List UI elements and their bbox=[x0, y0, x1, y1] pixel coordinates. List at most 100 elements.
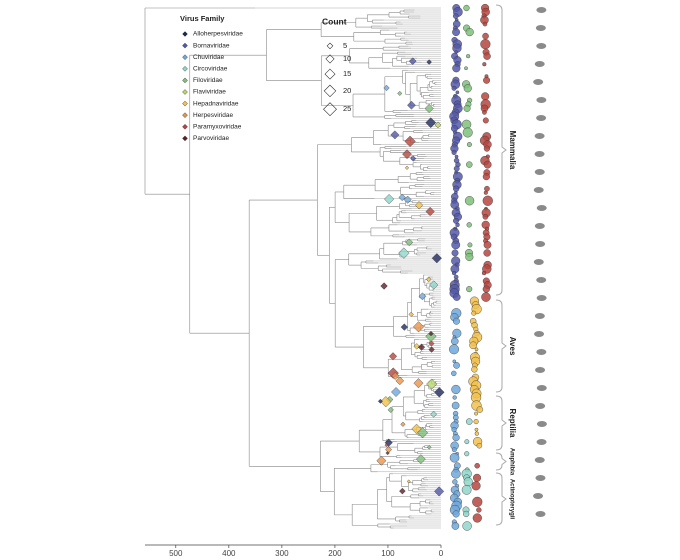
legend-label: Filoviridae bbox=[193, 77, 223, 84]
node-diamond bbox=[425, 276, 432, 283]
legend-label: Herpesviridae bbox=[193, 112, 233, 119]
node-diamond bbox=[376, 455, 387, 466]
host-virus-bubble bbox=[483, 145, 491, 152]
host-silhouette bbox=[534, 313, 545, 319]
node-diamond bbox=[431, 253, 442, 264]
host-virus-bubble bbox=[474, 431, 479, 436]
host-virus-bubble bbox=[471, 310, 477, 316]
host-virus-bubble bbox=[451, 85, 457, 91]
host-virus-bubble bbox=[464, 439, 470, 445]
host-virus-bubble bbox=[452, 434, 460, 442]
host-virus-bubble bbox=[471, 366, 478, 373]
host-silhouette bbox=[535, 475, 546, 481]
size-legend-diamond bbox=[324, 68, 336, 80]
host-virus-bubble bbox=[463, 84, 472, 93]
node-diamond bbox=[390, 130, 400, 140]
node-diamond bbox=[426, 444, 432, 450]
node-diamond bbox=[408, 311, 414, 318]
node-diamond bbox=[385, 446, 392, 454]
host-virus-bubble bbox=[482, 62, 487, 67]
node-diamond bbox=[384, 194, 395, 205]
host-virus-bubble bbox=[452, 510, 460, 518]
host-virus-bubble bbox=[462, 127, 473, 138]
host-silhouette bbox=[536, 385, 547, 391]
host-silhouette bbox=[535, 25, 546, 31]
host-virus-bubble bbox=[483, 241, 492, 249]
host-silhouette bbox=[535, 511, 546, 517]
host-virus-bubble bbox=[466, 54, 471, 59]
node-diamond bbox=[434, 486, 445, 497]
host-virus-bubble bbox=[482, 21, 488, 27]
host-virus-bubble bbox=[474, 347, 479, 352]
host-virus-bubble bbox=[474, 463, 480, 469]
clade-label: Amphibia bbox=[508, 448, 514, 476]
legend-swatch bbox=[182, 112, 188, 118]
size-legend-diamond bbox=[326, 42, 334, 50]
host-virus-bubble bbox=[474, 427, 479, 432]
host-virus-bubble bbox=[476, 406, 484, 413]
host-virus-bubble bbox=[464, 451, 470, 457]
host-virus-bubble bbox=[465, 28, 474, 37]
node-diamond bbox=[434, 121, 442, 129]
host-silhouette bbox=[535, 403, 546, 409]
x-tick-label: 0 bbox=[439, 549, 444, 558]
node-diamond bbox=[380, 396, 392, 408]
host-virus-bubble bbox=[453, 317, 460, 325]
legend-swatch bbox=[182, 31, 188, 37]
x-tick-label: 500 bbox=[169, 549, 183, 558]
host-virus-bubble bbox=[484, 185, 490, 192]
host-silhouette bbox=[536, 277, 547, 283]
host-virus-bubble bbox=[482, 110, 487, 115]
node-diamond bbox=[410, 155, 417, 162]
node-diamond bbox=[426, 59, 432, 65]
node-diamond bbox=[418, 292, 427, 301]
host-virus-bubble bbox=[483, 52, 491, 60]
host-virus-bubble bbox=[482, 173, 490, 181]
host-virus-bubble bbox=[451, 401, 460, 410]
host-virus-bubble bbox=[471, 481, 481, 491]
bubble-columns bbox=[376, 3, 493, 531]
legend-label: Chuviridae bbox=[193, 54, 224, 61]
host-silhouette bbox=[534, 151, 545, 157]
host-virus-bubble bbox=[451, 249, 459, 257]
node-diamond bbox=[380, 282, 388, 290]
host-virus-bubble bbox=[476, 507, 482, 513]
node-diamond bbox=[404, 135, 416, 148]
host-silhouette bbox=[533, 187, 544, 193]
node-diamond bbox=[387, 406, 394, 413]
host-silhouette bbox=[536, 439, 547, 445]
host-virus-bubble bbox=[466, 286, 473, 293]
host-virus-bubble bbox=[449, 452, 460, 463]
node-diamond bbox=[400, 421, 406, 427]
size-legend-label: 10 bbox=[343, 54, 351, 63]
legend-swatch bbox=[182, 89, 188, 95]
host-virus-bubble bbox=[472, 496, 483, 508]
size-legend-diamond bbox=[325, 54, 335, 64]
x-tick-label: 300 bbox=[275, 549, 289, 558]
host-virus-bubble bbox=[452, 359, 457, 364]
legend-title: Virus Family bbox=[180, 14, 225, 23]
node-diamond bbox=[414, 201, 424, 210]
legend-label: Paramyxoviridae bbox=[193, 124, 242, 131]
node-diamond bbox=[413, 343, 420, 350]
legend-label: Bornaviridae bbox=[193, 42, 230, 49]
node-diamond bbox=[416, 454, 426, 464]
legend-label: Circoviridae bbox=[193, 66, 228, 73]
host-virus-bubble bbox=[452, 28, 460, 36]
host-virus-bubble bbox=[467, 242, 473, 248]
host-virus-bubble bbox=[462, 521, 472, 531]
host-virus-bubble bbox=[483, 190, 488, 195]
host-virus-bubble bbox=[454, 154, 459, 159]
node-diamond bbox=[413, 378, 424, 389]
legend-swatch bbox=[182, 135, 188, 142]
host-virus-bubble bbox=[481, 292, 491, 302]
host-silhouette bbox=[535, 241, 546, 247]
legend-label: Parvoviridae bbox=[193, 135, 230, 142]
host-silhouette bbox=[534, 223, 545, 229]
host-silhouette bbox=[534, 331, 545, 337]
host-silhouette bbox=[536, 205, 547, 211]
host-virus-bubble bbox=[473, 419, 479, 425]
node-diamond bbox=[411, 423, 422, 435]
node-diamond bbox=[405, 238, 414, 247]
host-silhouette bbox=[536, 349, 547, 355]
